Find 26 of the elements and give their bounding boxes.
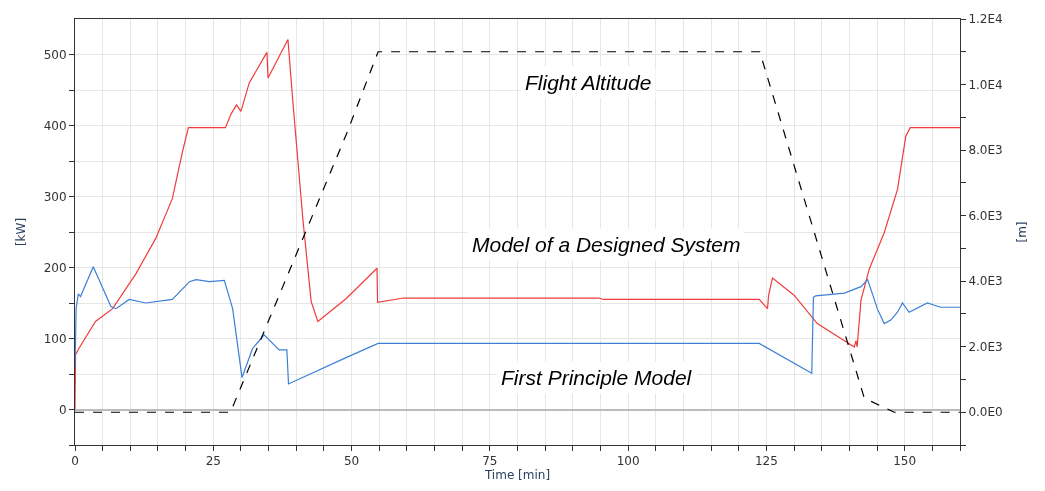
y-tick-label: 100 <box>43 331 67 346</box>
y-tick-label: 0 <box>58 402 67 417</box>
y2-axis-title: [m] <box>1014 221 1029 243</box>
y2-tick-label: 4.0E3 <box>968 274 1003 289</box>
y2-tick-label: 2.0E3 <box>968 339 1003 354</box>
y-tick-label: 300 <box>43 189 67 204</box>
series-label: Model of a Designed System <box>472 233 741 256</box>
y-axis-title: [kW] <box>13 217 28 247</box>
y-tick-label: 400 <box>43 118 67 133</box>
x-tick-label: 50 <box>343 454 360 469</box>
y2-tick-label: 6.0E3 <box>968 208 1003 223</box>
series-label: First Principle Model <box>501 366 693 389</box>
y-tick-label: 500 <box>43 47 67 62</box>
y2-tick-label: 1.2E4 <box>968 12 1003 27</box>
y-tick-label: 200 <box>43 260 67 275</box>
x-tick-label: 100 <box>616 454 640 469</box>
x-tick-label: 150 <box>893 454 917 469</box>
y2-tick-label: 0.0E0 <box>968 405 1003 420</box>
x-tick-label: 25 <box>205 454 221 469</box>
x-tick-label: 125 <box>754 454 778 469</box>
y2-tick-label: 8.0E3 <box>968 143 1003 158</box>
y2-tick-label: 1.0E4 <box>968 77 1003 92</box>
x-axis-title: Time [min] <box>483 468 551 483</box>
x-tick-label: 75 <box>482 454 498 469</box>
x-tick-label: 0 <box>71 454 79 469</box>
series-label: Flight Altitude <box>525 71 652 94</box>
